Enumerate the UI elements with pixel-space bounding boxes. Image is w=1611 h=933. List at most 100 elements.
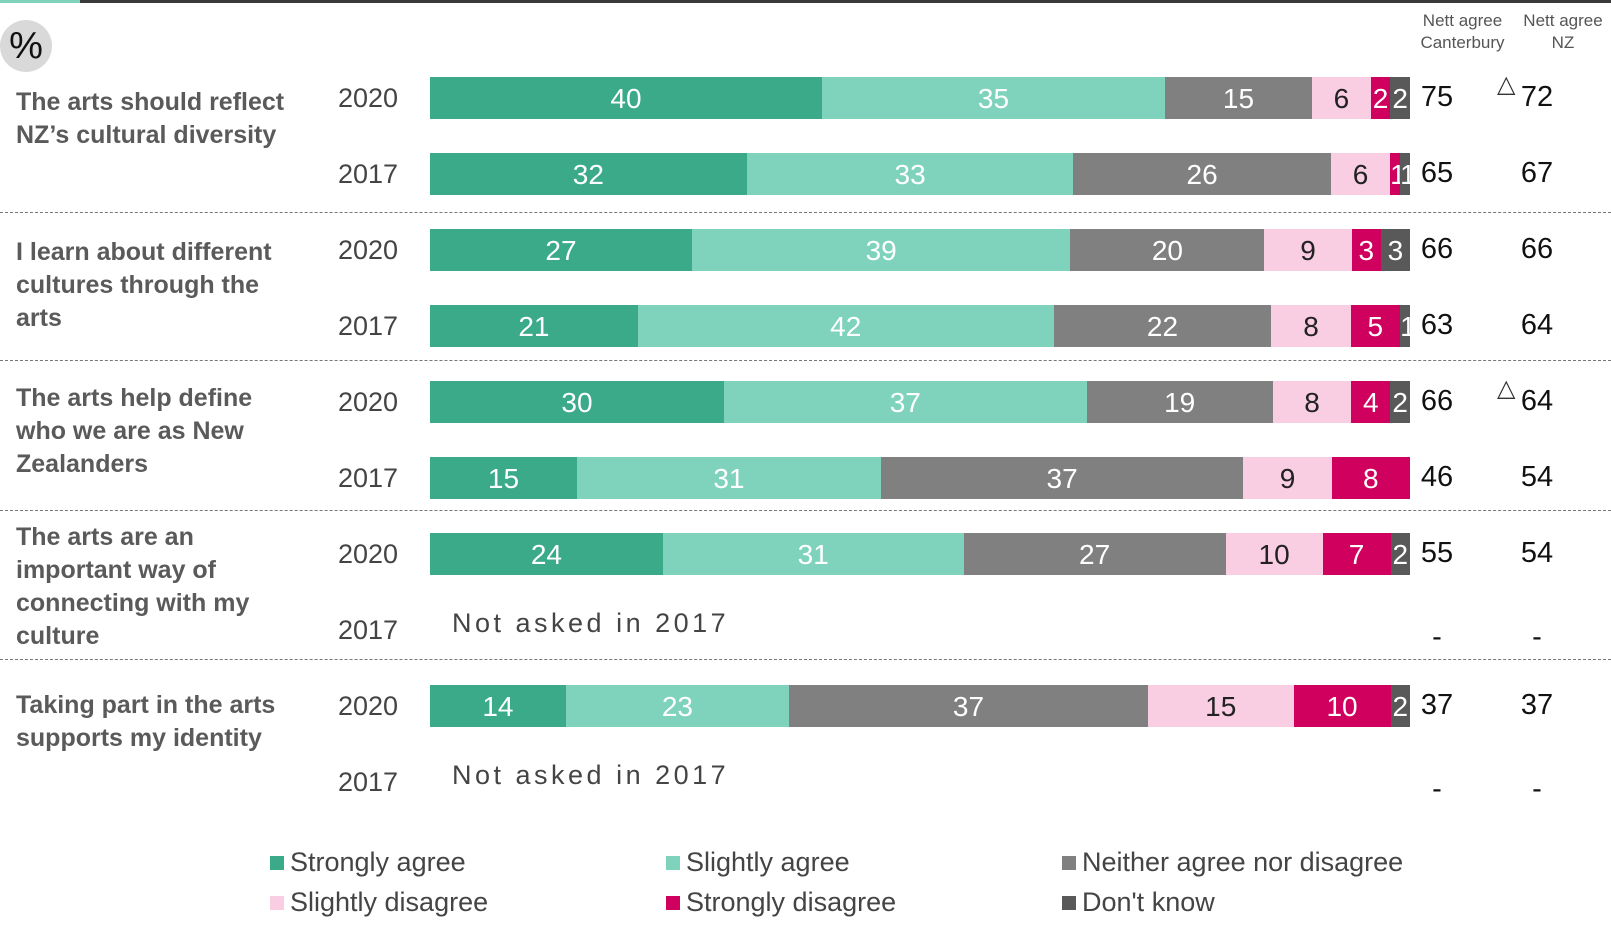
nett-agree-nz-value: 54 bbox=[1520, 537, 1554, 569]
bar-segment-slightly-disagree: 9 bbox=[1264, 229, 1352, 271]
year-label: 2020 bbox=[338, 235, 399, 265]
year-label: 2020 bbox=[338, 387, 399, 417]
bar-segment-neither: 22 bbox=[1053, 305, 1272, 347]
legend-label: Slightly disagree bbox=[290, 887, 489, 917]
bar-segment-dont-know: 1 bbox=[1400, 153, 1410, 195]
legend-label: Don't know bbox=[1082, 887, 1215, 917]
statement-label: I learn about different cultures through… bbox=[16, 238, 272, 332]
bar-segment-slightly-agree: 23 bbox=[565, 685, 789, 727]
nett-agree-canterbury-value: 66 bbox=[1420, 385, 1454, 417]
not-asked-label: Not asked in 2017 bbox=[452, 760, 730, 790]
legend-item-slightly-disagree: Slightly disagree bbox=[270, 885, 488, 919]
header-line: Canterbury bbox=[1420, 33, 1505, 52]
bar-segment-strongly-agree: 24 bbox=[430, 533, 663, 575]
nett-agree-nz-value: 64 bbox=[1520, 309, 1554, 341]
bar-segment-dont-know: 2 bbox=[1390, 381, 1410, 423]
bar-segment-strongly-agree: 30 bbox=[430, 381, 724, 423]
legend-item-slightly-agree: Slightly agree bbox=[666, 845, 850, 879]
bar-segment-slightly-disagree: 6 bbox=[1330, 153, 1391, 195]
year-label: 2020 bbox=[338, 539, 399, 569]
year-label: 2020 bbox=[338, 691, 399, 721]
stacked-bar: 32 33 26 6 1 1 bbox=[430, 153, 1410, 195]
bar-segment-dont-know: 2 bbox=[1390, 533, 1410, 575]
section-divider bbox=[0, 510, 1611, 511]
legend-swatch bbox=[666, 896, 680, 910]
bar-segment-slightly-agree: 39 bbox=[691, 229, 1071, 271]
stacked-bar: 40 35 15 6 2 2 bbox=[430, 77, 1410, 119]
bar-segment-neither: 27 bbox=[963, 533, 1226, 575]
stacked-bar: 27 39 20 9 3 3 bbox=[430, 229, 1410, 271]
bar-segment-slightly-disagree: 8 bbox=[1271, 305, 1351, 347]
stacked-bar: 30 37 19 8 4 2 bbox=[430, 381, 1410, 423]
legend-swatch bbox=[270, 896, 284, 910]
bar-segment-slightly-agree: 31 bbox=[577, 457, 881, 499]
legend-swatch bbox=[1062, 896, 1076, 910]
bar-segment-strongly-disagree: 2 bbox=[1370, 77, 1391, 119]
bar-segment-strongly-disagree: 7 bbox=[1322, 533, 1391, 575]
bar-segment-slightly-agree: 42 bbox=[637, 305, 1054, 347]
top-rule bbox=[0, 0, 1611, 3]
bar-segment-strongly-disagree: 4 bbox=[1351, 381, 1391, 423]
nett-agree-canterbury-value: 65 bbox=[1420, 157, 1454, 189]
bar-segment-strongly-disagree: 10 bbox=[1293, 685, 1391, 727]
bar-segment-dont-know: 3 bbox=[1380, 229, 1410, 271]
nett-agree-canterbury-value: 66 bbox=[1420, 233, 1454, 265]
stacked-bar: 21 42 22 8 5 1 bbox=[430, 305, 1410, 347]
legend-swatch bbox=[270, 856, 284, 870]
header-line: Nett agree bbox=[1523, 11, 1603, 30]
nett-agree-canterbury-value: 46 bbox=[1420, 461, 1454, 493]
bar-segment-slightly-disagree: 9 bbox=[1243, 457, 1332, 499]
nett-agree-canterbury-value: - bbox=[1432, 773, 1442, 805]
nett-agree-nz-value: 54 bbox=[1520, 461, 1554, 493]
bar-segment-neither: 26 bbox=[1073, 153, 1331, 195]
bar-segment-slightly-agree: 33 bbox=[746, 153, 1074, 195]
nett-agree-canterbury-header: Nett agree Canterbury bbox=[1410, 10, 1515, 54]
statement-label: Taking part in the arts supports my iden… bbox=[16, 691, 276, 752]
nett-agree-canterbury-value: - bbox=[1432, 621, 1442, 653]
bar-segment-strongly-agree: 15 bbox=[430, 457, 577, 499]
header-line: NZ bbox=[1551, 33, 1575, 52]
not-asked-label: Not asked in 2017 bbox=[452, 608, 730, 638]
statement-label: The arts help define who we are as New Z… bbox=[16, 384, 253, 478]
statement-label: The arts should reflect NZ’s cultural di… bbox=[16, 88, 285, 149]
bar-segment-neither: 37 bbox=[880, 457, 1244, 499]
bar-segment-slightly-disagree: 6 bbox=[1312, 77, 1371, 119]
nett-agree-canterbury-value: 37 bbox=[1420, 689, 1454, 721]
bar-segment-dont-know: 1 bbox=[1400, 305, 1410, 347]
bar-segment-slightly-disagree: 15 bbox=[1147, 685, 1294, 727]
stacked-bar: 14 23 37 15 10 2 bbox=[430, 685, 1410, 727]
year-label: 2017 bbox=[338, 767, 399, 797]
year-label: 2017 bbox=[338, 463, 399, 493]
bar-segment-strongly-agree: 40 bbox=[430, 77, 822, 119]
bar-segment-neither: 20 bbox=[1070, 229, 1265, 271]
year-label: 2017 bbox=[338, 615, 399, 645]
legend-item-neither: Neither agree nor disagree bbox=[1062, 845, 1403, 879]
bar-segment-strongly-agree: 14 bbox=[430, 685, 566, 727]
section-divider bbox=[0, 212, 1611, 213]
bar-segment-strongly-disagree: 5 bbox=[1350, 305, 1401, 347]
header-line: Nett agree bbox=[1422, 11, 1503, 30]
bar-segment-strongly-agree: 21 bbox=[430, 305, 638, 347]
legend-label: Neither agree nor disagree bbox=[1082, 847, 1404, 877]
bar-segment-dont-know: 2 bbox=[1390, 77, 1410, 119]
legend-label: Strongly agree bbox=[290, 847, 466, 877]
nett-agree-nz-value: - bbox=[1532, 621, 1542, 653]
nett-agree-nz-value: 66 bbox=[1520, 233, 1554, 265]
bar-segment-dont-know: 2 bbox=[1390, 685, 1410, 727]
bar-segment-neither: 15 bbox=[1165, 77, 1312, 119]
top-rule-accent bbox=[0, 0, 80, 3]
year-label: 2020 bbox=[338, 83, 399, 113]
bar-segment-slightly-agree: 31 bbox=[662, 533, 964, 575]
nett-agree-nz-value: 67 bbox=[1520, 157, 1554, 189]
significant-increase-triangle-icon: △ bbox=[1497, 375, 1516, 402]
nett-agree-nz-header: Nett agree NZ bbox=[1515, 10, 1611, 54]
statement-label: The arts are an important way of connect… bbox=[16, 523, 250, 650]
bar-segment-strongly-agree: 32 bbox=[430, 153, 747, 195]
nett-agree-canterbury-value: 63 bbox=[1420, 309, 1454, 341]
bar-segment-slightly-disagree: 10 bbox=[1225, 533, 1323, 575]
nett-agree-canterbury-value: 75 bbox=[1420, 81, 1454, 113]
legend-label: Slightly agree bbox=[686, 847, 850, 877]
year-label: 2017 bbox=[338, 311, 399, 341]
section-divider bbox=[0, 360, 1611, 361]
stacked-bar: 15 31 37 9 8 bbox=[430, 457, 1410, 499]
